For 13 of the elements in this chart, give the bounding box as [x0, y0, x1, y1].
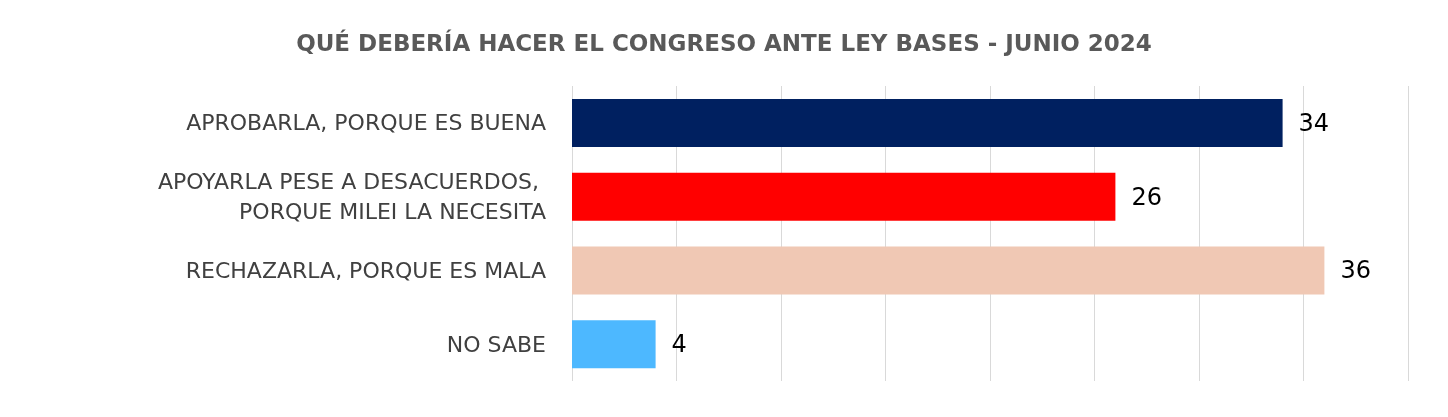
y-tick-label: APROBARLA, PORQUE ES BUENA	[186, 110, 546, 136]
y-tick-label: RECHAZARLA, PORQUE ES MALA	[185, 257, 546, 283]
data-label: 34	[1298, 108, 1330, 137]
data-label: 26	[1131, 182, 1162, 211]
bar	[572, 246, 1325, 295]
bar	[572, 320, 656, 369]
bar	[572, 98, 1283, 147]
data-label: 36	[1340, 256, 1371, 285]
chart-title: QUÉ DEBERÍA HACER EL CONGRESO ANTE LEY BASES - JUNIO 2024	[296, 28, 1152, 56]
y-tick-label: NO SABE	[446, 331, 546, 357]
bar	[572, 172, 1116, 221]
y-tick-label: APOYARLA PESE A DESACUERDOS, PORQUE MILEI LA NECESITA	[157, 169, 546, 225]
data-label: 4	[671, 330, 687, 359]
